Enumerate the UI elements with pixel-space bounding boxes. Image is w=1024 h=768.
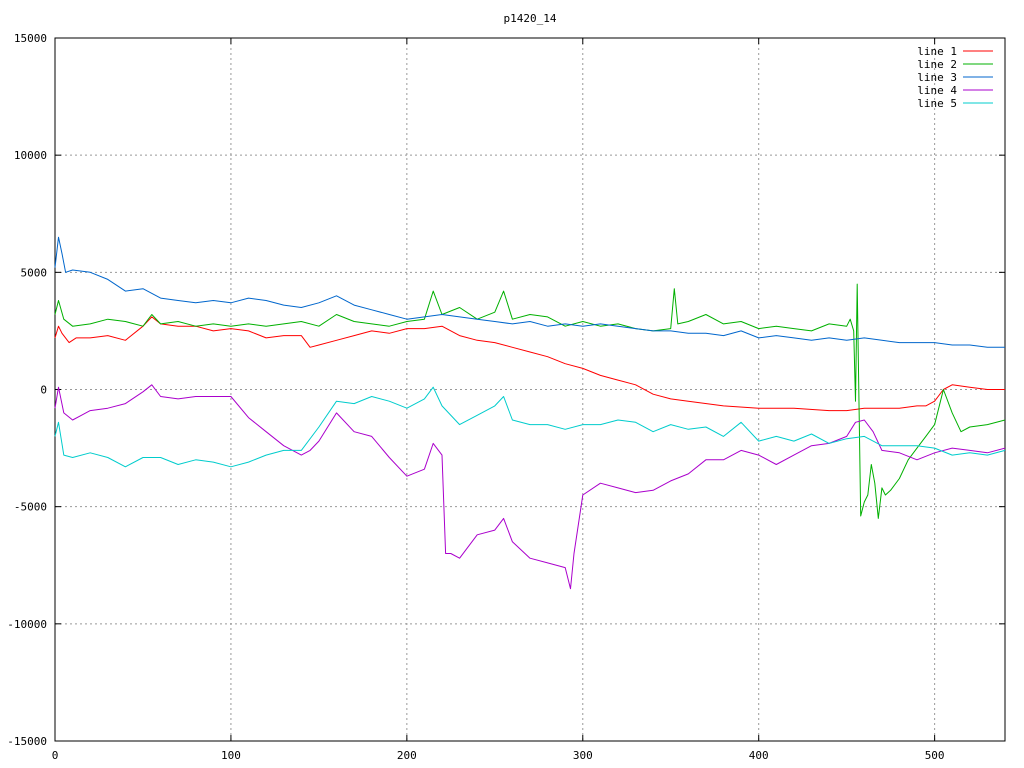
- series-line-3: [54, 236, 1005, 348]
- series-lines: [54, 236, 1006, 590]
- y-tick-label: -5000: [14, 501, 47, 514]
- legend-label: line 4: [917, 84, 957, 97]
- y-tick-label: 15000: [14, 32, 47, 45]
- y-tick-label: 10000: [14, 149, 47, 162]
- x-tick-label: 100: [221, 749, 241, 762]
- x-tick-label: 500: [925, 749, 945, 762]
- x-tick-label: 300: [573, 749, 593, 762]
- x-tick-label: 0: [52, 749, 59, 762]
- x-tick-label: 400: [749, 749, 769, 762]
- series-line-4: [54, 384, 1006, 590]
- y-tick-label: 5000: [21, 266, 48, 279]
- series-line-5: [54, 386, 1006, 468]
- grid: [55, 38, 1005, 741]
- x-tick-label: 200: [397, 749, 417, 762]
- axis-ticks: -15000 -10000 -5000 0 5000 10000 15000 0 100 200 3…: [7, 32, 1005, 762]
- y-tick-label: 0: [40, 384, 47, 397]
- y-tick-label: -10000: [7, 618, 47, 631]
- legend-label: line 5: [917, 97, 957, 110]
- y-tick-label: -15000: [7, 735, 47, 748]
- legend-label: line 2: [917, 58, 957, 71]
- legend-label: line 3: [917, 71, 957, 84]
- chart-title: p1420_14: [504, 12, 557, 25]
- series-line-1: [54, 316, 1005, 412]
- legend-label: line 1: [917, 45, 957, 58]
